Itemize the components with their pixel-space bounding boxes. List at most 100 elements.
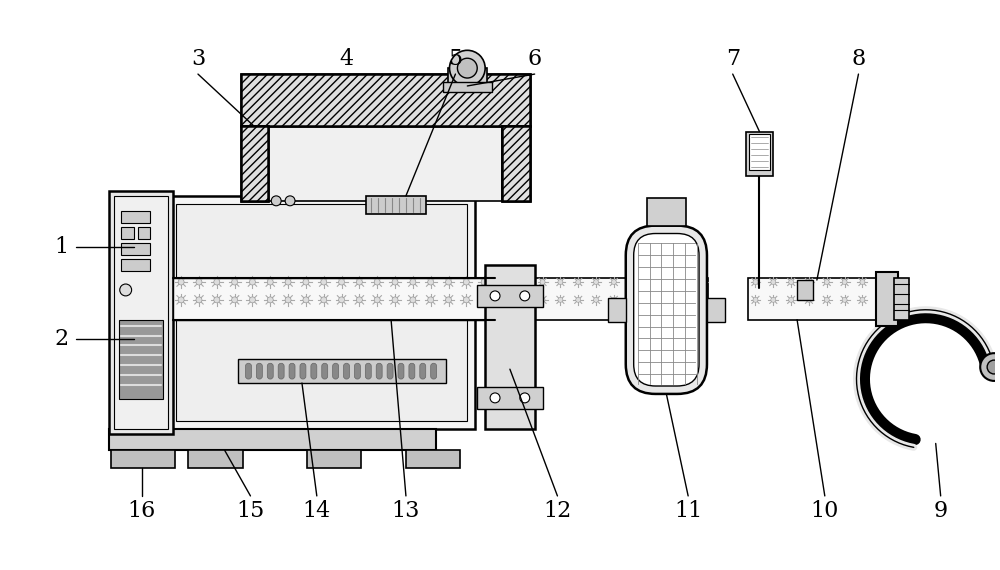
Circle shape — [611, 279, 616, 284]
Bar — [748, 278, 876, 320]
Bar — [876, 272, 898, 325]
FancyBboxPatch shape — [354, 363, 360, 379]
Circle shape — [824, 279, 829, 284]
Circle shape — [428, 297, 434, 303]
FancyBboxPatch shape — [398, 363, 404, 379]
FancyBboxPatch shape — [267, 363, 273, 379]
Bar — [797, 280, 813, 300]
Circle shape — [594, 279, 599, 284]
Circle shape — [285, 196, 295, 206]
FancyBboxPatch shape — [420, 363, 426, 379]
Bar — [109, 191, 173, 434]
Circle shape — [410, 279, 416, 285]
FancyBboxPatch shape — [344, 363, 349, 379]
Bar — [268, 125, 502, 201]
Circle shape — [463, 279, 469, 285]
Bar — [894, 278, 909, 320]
Circle shape — [611, 298, 616, 302]
Bar — [502, 125, 530, 201]
Bar — [502, 125, 530, 201]
Text: 11: 11 — [674, 500, 702, 522]
Circle shape — [558, 298, 563, 302]
Circle shape — [490, 393, 500, 403]
Bar — [121, 243, 150, 255]
Circle shape — [446, 297, 451, 303]
Circle shape — [540, 279, 545, 284]
Circle shape — [490, 291, 500, 301]
FancyBboxPatch shape — [626, 226, 707, 394]
Bar — [749, 135, 770, 170]
FancyBboxPatch shape — [365, 363, 371, 379]
Circle shape — [576, 279, 581, 284]
Circle shape — [701, 298, 705, 302]
Circle shape — [249, 297, 255, 303]
Circle shape — [285, 279, 291, 285]
Circle shape — [665, 279, 670, 284]
Text: 10: 10 — [811, 500, 839, 522]
Bar — [168, 196, 475, 429]
Bar — [188, 450, 243, 468]
Circle shape — [520, 291, 530, 301]
Bar — [109, 429, 436, 450]
Circle shape — [449, 50, 485, 86]
FancyBboxPatch shape — [322, 363, 328, 379]
Circle shape — [178, 279, 184, 285]
FancyBboxPatch shape — [431, 363, 437, 379]
Bar — [121, 211, 150, 223]
Text: 3: 3 — [191, 48, 205, 70]
Circle shape — [196, 297, 202, 303]
Bar — [241, 125, 268, 201]
Circle shape — [629, 279, 634, 284]
FancyBboxPatch shape — [333, 363, 339, 379]
Bar — [366, 196, 426, 214]
Circle shape — [629, 298, 634, 302]
Circle shape — [356, 297, 362, 303]
Circle shape — [457, 58, 477, 78]
Circle shape — [321, 297, 327, 303]
Circle shape — [771, 298, 776, 302]
Circle shape — [789, 279, 794, 284]
Circle shape — [558, 279, 563, 284]
Circle shape — [339, 297, 345, 303]
Bar — [746, 132, 773, 176]
Circle shape — [178, 297, 184, 303]
Circle shape — [594, 298, 599, 302]
Bar — [111, 450, 175, 468]
FancyBboxPatch shape — [376, 363, 382, 379]
Bar — [241, 125, 268, 201]
Circle shape — [463, 297, 469, 303]
Circle shape — [683, 279, 688, 284]
Circle shape — [860, 279, 865, 284]
Bar — [238, 359, 446, 383]
Circle shape — [374, 279, 380, 285]
Circle shape — [842, 279, 847, 284]
Bar — [173, 278, 495, 320]
Text: 13: 13 — [392, 500, 420, 522]
Bar — [121, 259, 150, 271]
Circle shape — [824, 298, 829, 302]
Circle shape — [120, 284, 132, 296]
Text: 12: 12 — [543, 500, 572, 522]
Bar — [138, 227, 150, 239]
Bar — [485, 265, 535, 429]
Bar — [535, 278, 708, 320]
FancyBboxPatch shape — [256, 363, 262, 379]
Circle shape — [232, 297, 238, 303]
Text: 2: 2 — [54, 328, 68, 351]
Circle shape — [860, 298, 865, 302]
Circle shape — [446, 279, 451, 285]
Circle shape — [356, 279, 362, 285]
Bar — [121, 227, 134, 239]
Circle shape — [214, 279, 220, 285]
Circle shape — [392, 279, 398, 285]
Bar — [241, 74, 530, 125]
Text: 5: 5 — [448, 48, 463, 70]
Circle shape — [806, 279, 811, 284]
Circle shape — [540, 298, 545, 302]
Circle shape — [271, 196, 281, 206]
Bar — [707, 298, 725, 321]
Circle shape — [771, 279, 776, 284]
FancyBboxPatch shape — [311, 363, 317, 379]
Circle shape — [428, 279, 434, 285]
Circle shape — [753, 279, 758, 284]
